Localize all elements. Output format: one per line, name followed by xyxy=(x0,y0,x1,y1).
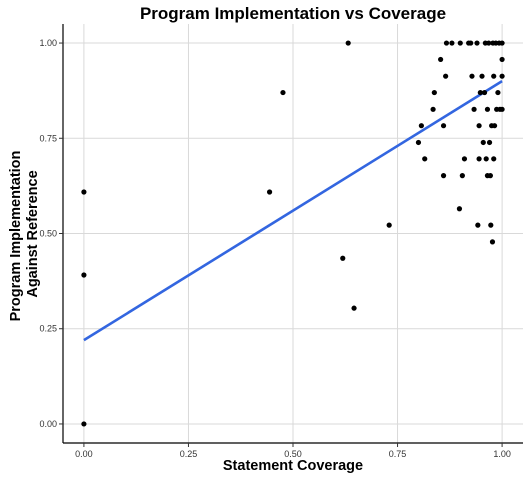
data-point-8 xyxy=(386,222,392,228)
data-point-12 xyxy=(430,106,436,112)
grid-lines xyxy=(63,24,523,443)
data-point-17 xyxy=(443,73,449,79)
y-tick-label-1: 0.25 xyxy=(39,324,57,334)
data-point-37 xyxy=(483,156,489,162)
data-point-1 xyxy=(81,272,87,278)
data-point-15 xyxy=(440,173,447,179)
data-point-52 xyxy=(495,89,501,96)
x-tick-label-3: 0.75 xyxy=(389,449,407,459)
data-point-11 xyxy=(422,156,428,162)
data-point-4 xyxy=(280,89,286,96)
x-tick-label-4: 1.00 xyxy=(493,449,511,459)
data-point-21 xyxy=(457,40,463,46)
data-point-6 xyxy=(345,40,351,46)
y-tick-label-3: 0.75 xyxy=(39,133,57,143)
chart-title: Program Implementation vs Coverage xyxy=(140,4,446,23)
data-point-18 xyxy=(443,40,450,46)
trend-layer xyxy=(83,80,503,342)
data-point-31 xyxy=(476,123,482,129)
points-layer xyxy=(81,40,505,427)
data-point-27 xyxy=(471,106,477,112)
data-point-13 xyxy=(431,89,437,96)
data-point-29 xyxy=(475,222,481,228)
data-point-55 xyxy=(499,40,505,46)
y-tick-label-0: 0.00 xyxy=(39,419,57,429)
data-point-57 xyxy=(499,73,505,79)
data-point-23 xyxy=(461,156,468,162)
data-point-0 xyxy=(81,189,87,195)
data-point-25 xyxy=(468,40,474,46)
y-tick-label-4: 1.00 xyxy=(39,38,57,48)
x-tick-label-0: 0.00 xyxy=(75,449,93,459)
tick-labels: 0.00 0.25 0.50 0.75 1.00 0.00 0.25 0.50 0.75 1.00 xyxy=(39,38,510,459)
data-point-45 xyxy=(489,239,496,245)
data-point-16 xyxy=(440,123,447,129)
data-point-28 xyxy=(474,40,480,46)
data-point-26 xyxy=(469,73,475,79)
data-point-56 xyxy=(499,56,505,63)
data-point-14 xyxy=(438,56,444,63)
x-axis-title: Statement Coverage xyxy=(223,458,363,474)
data-point-7 xyxy=(351,305,357,311)
x-tick-label-2: 0.50 xyxy=(284,449,302,459)
data-point-2 xyxy=(81,421,87,427)
data-point-43 xyxy=(488,222,494,228)
trend-line xyxy=(83,80,503,342)
data-point-48 xyxy=(491,156,497,162)
data-point-41 xyxy=(486,139,493,146)
y-tick-label-2: 0.50 xyxy=(39,229,57,239)
data-point-34 xyxy=(480,139,486,146)
data-point-47 xyxy=(491,73,497,79)
data-point-39 xyxy=(484,106,491,112)
data-point-42 xyxy=(487,173,493,179)
data-point-9 xyxy=(415,139,422,146)
data-point-58 xyxy=(499,106,505,112)
data-point-19 xyxy=(449,40,455,46)
data-point-20 xyxy=(456,206,463,212)
y-axis-title-line-1: Program Implementation xyxy=(8,151,24,322)
y-axis-title-line-2: Against Reference xyxy=(25,170,41,297)
data-point-5 xyxy=(340,255,346,261)
x-tick-label-1: 0.25 xyxy=(180,449,198,459)
data-point-33 xyxy=(479,73,485,79)
data-point-3 xyxy=(266,189,273,195)
data-point-40 xyxy=(486,40,492,46)
data-point-32 xyxy=(477,89,483,96)
data-point-22 xyxy=(459,173,465,179)
data-point-49 xyxy=(491,123,498,129)
data-point-10 xyxy=(418,123,424,129)
data-point-30 xyxy=(476,156,482,162)
data-point-35 xyxy=(481,89,488,96)
y-axis-title: Program Implementation Against Reference xyxy=(8,147,41,322)
